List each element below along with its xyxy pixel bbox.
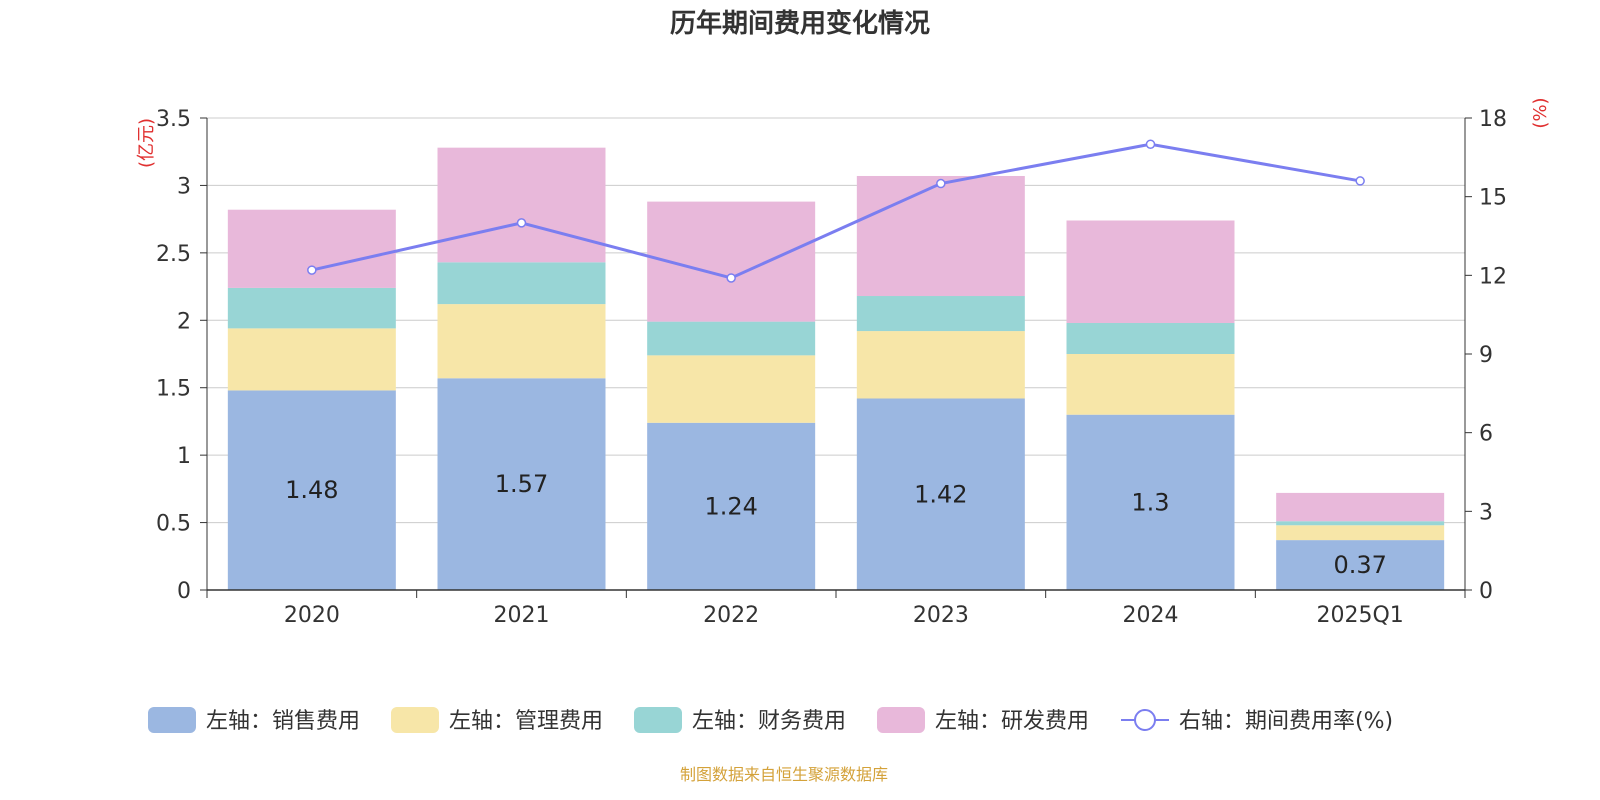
- left-axis-tick-label: 1.5: [156, 377, 191, 402]
- x-axis-label-2024: 2024: [1123, 603, 1179, 628]
- bar-data-label: 0.37: [1333, 551, 1386, 579]
- bar-data-label: 1.48: [285, 476, 338, 504]
- bar-segment-finance-2024: [1066, 322, 1235, 354]
- bar-segment-sales-2025Q1: [1276, 540, 1445, 590]
- left-axis-tick-label: 0: [177, 579, 191, 604]
- legend-swatch-finance[interactable]: [634, 707, 682, 733]
- bar-data-label: 1.42: [914, 480, 967, 508]
- legend-label[interactable]: 左轴：研发费用: [935, 709, 1089, 734]
- bar-segment-admin-2022: [647, 355, 816, 423]
- bar-segment-rd-2020: [227, 209, 396, 288]
- left-axis-tick-label: 3.5: [156, 107, 191, 132]
- bar-segment-sales-2023: [856, 398, 1025, 590]
- bar-segment-rd-2023: [856, 175, 1025, 297]
- rate-point-2025Q1[interactable]: [1355, 176, 1365, 186]
- right-axis-unit: (%): [1530, 97, 1551, 128]
- right-axis-tick-label: 3: [1479, 500, 1493, 525]
- x-axis-label-2021: 2021: [494, 603, 550, 628]
- right-axis-tick-label: 0: [1479, 579, 1493, 604]
- right-axis-tick-label: 18: [1479, 107, 1507, 132]
- bar-segment-finance-2023: [856, 296, 1025, 332]
- rate-point-2020[interactable]: [307, 265, 317, 275]
- legend-swatch-admin[interactable]: [391, 707, 439, 733]
- bar-segment-sales-2020: [227, 390, 396, 590]
- rate-point-2023[interactable]: [936, 178, 946, 189]
- bar-segment-sales-2022: [647, 422, 816, 590]
- bar-segment-finance-2025Q1: [1276, 521, 1445, 526]
- x-axis-label-2020: 2020: [284, 603, 340, 628]
- rate-line: [311, 142, 1361, 280]
- bar-segment-sales-2021: [437, 378, 606, 590]
- right-axis-tick-label: 12: [1479, 264, 1507, 289]
- bar-segment-admin-2021: [437, 304, 606, 379]
- bar-data-label: 1.3: [1131, 488, 1169, 516]
- right-axis-tick-label: 6: [1479, 422, 1493, 447]
- right-axis-tick-label: 15: [1479, 186, 1507, 211]
- legend-line-marker[interactable]: [1134, 709, 1156, 731]
- source-note: 制图数据来自恒生聚源数据库: [680, 765, 888, 784]
- legend-swatch-rd[interactable]: [877, 707, 925, 733]
- left-axis-tick-label: 2: [177, 309, 191, 334]
- left-axis-tick-label: 0.5: [156, 512, 191, 537]
- bar-data-label: 1.24: [704, 492, 757, 520]
- rate-point-2022[interactable]: [726, 273, 736, 283]
- x-axis-label-2025Q1: 2025Q1: [1317, 603, 1404, 628]
- bar-segment-admin-2023: [856, 331, 1025, 399]
- bar-segment-sales-2024: [1066, 414, 1235, 590]
- legend-label[interactable]: 左轴：管理费用: [449, 709, 603, 734]
- bar-segment-admin-2025Q1: [1276, 525, 1445, 541]
- right-axis-tick-label: 9: [1479, 343, 1493, 368]
- bar-segment-rd-2022: [647, 201, 816, 322]
- x-axis-label-2023: 2023: [913, 603, 969, 628]
- left-axis-tick-label: 2.5: [156, 242, 191, 267]
- x-axis-label-2022: 2022: [703, 603, 759, 628]
- bar-segment-admin-2024: [1066, 354, 1235, 415]
- legend-swatch-sales[interactable]: [148, 707, 196, 733]
- legend-label[interactable]: 左轴：销售费用: [206, 709, 360, 734]
- left-axis-tick-label: 1: [177, 444, 191, 469]
- bar-segment-rd-2025Q1: [1276, 492, 1445, 522]
- bar-segment-finance-2021: [437, 262, 606, 305]
- bar-data-label: 1.57: [495, 470, 548, 498]
- rate-point-2024[interactable]: [1145, 139, 1156, 149]
- bar-segment-finance-2022: [647, 321, 816, 356]
- bar-segment-rd-2024: [1066, 220, 1235, 323]
- legend-label[interactable]: 左轴：财务费用: [692, 709, 846, 734]
- left-axis-tick-label: 3: [177, 174, 191, 199]
- bar-segment-finance-2020: [227, 287, 396, 329]
- bar-segment-rd-2021: [437, 147, 606, 263]
- legend-label[interactable]: 右轴：期间费用率(%): [1179, 709, 1393, 734]
- left-axis-unit: (亿元): [136, 118, 157, 168]
- rate-point-2021[interactable]: [516, 218, 527, 228]
- chart-title: 历年期间费用变化情况: [670, 8, 930, 39]
- bar-segment-admin-2020: [227, 328, 396, 391]
